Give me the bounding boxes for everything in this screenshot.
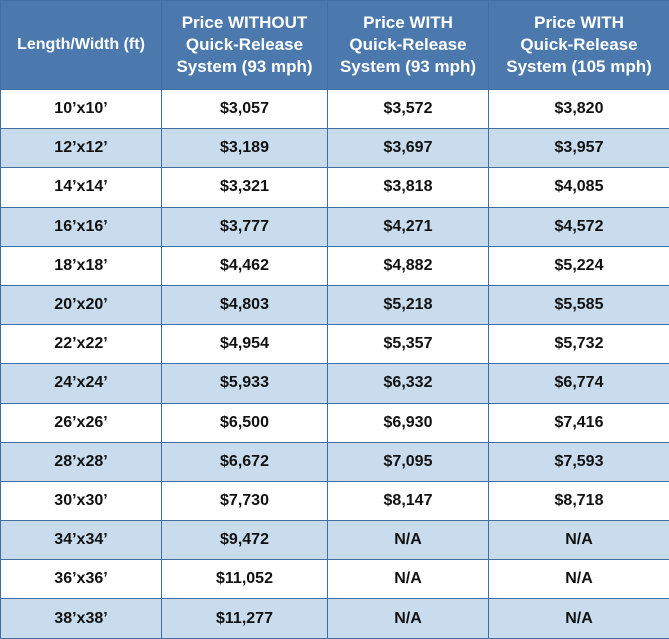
price-with-qr-93-cell: $3,697 <box>328 129 489 168</box>
price-with-qr-105-cell: N/A <box>489 560 669 599</box>
price-without-qr-93-cell: $9,472 <box>162 521 328 560</box>
price-with-qr-105-cell: $5,224 <box>489 246 669 285</box>
header-line: Quick-Release <box>332 34 484 56</box>
price-with-qr-105-cell: $5,585 <box>489 285 669 324</box>
size-cell: 28’x28’ <box>1 442 162 481</box>
size-cell: 16’x16’ <box>1 207 162 246</box>
header-line: Quick-Release <box>166 34 323 56</box>
header-line: Length/Width (ft) <box>5 34 157 56</box>
table-row: 14’x14’$3,321$3,818$4,085 <box>1 168 669 207</box>
header-line: Price WITHOUT <box>166 12 323 34</box>
price-without-qr-93-cell: $5,933 <box>162 364 328 403</box>
price-with-qr-105-cell: $7,416 <box>489 403 669 442</box>
price-without-qr-93-cell: $7,730 <box>162 481 328 520</box>
price-without-qr-93-cell: $6,500 <box>162 403 328 442</box>
price-without-qr-93-cell: $3,189 <box>162 129 328 168</box>
header-length-width: Length/Width (ft) <box>1 1 162 90</box>
table-row: 20’x20’$4,803$5,218$5,585 <box>1 285 669 324</box>
size-cell: 22’x22’ <box>1 325 162 364</box>
price-with-qr-93-cell: N/A <box>328 599 489 638</box>
price-with-qr-93-cell: N/A <box>328 560 489 599</box>
price-without-qr-93-cell: $6,672 <box>162 442 328 481</box>
price-with-qr-105-cell: $6,774 <box>489 364 669 403</box>
size-cell: 18’x18’ <box>1 246 162 285</box>
table-row: 22’x22’$4,954$5,357$5,732 <box>1 325 669 364</box>
price-with-qr-93-cell: $4,271 <box>328 207 489 246</box>
header-line: System (93 mph) <box>166 56 323 78</box>
header-line: System (105 mph) <box>493 56 665 78</box>
price-with-qr-105-cell: N/A <box>489 521 669 560</box>
size-cell: 12’x12’ <box>1 129 162 168</box>
price-without-qr-93-cell: $4,462 <box>162 246 328 285</box>
price-without-qr-93-cell: $3,777 <box>162 207 328 246</box>
size-cell: 24’x24’ <box>1 364 162 403</box>
size-cell: 30’x30’ <box>1 481 162 520</box>
size-cell: 20’x20’ <box>1 285 162 324</box>
header-line: Quick-Release <box>493 34 665 56</box>
table-row: 24’x24’$5,933$6,332$6,774 <box>1 364 669 403</box>
header-line: System (93 mph) <box>332 56 484 78</box>
size-cell: 38’x38’ <box>1 599 162 638</box>
price-with-qr-93-cell: $5,357 <box>328 325 489 364</box>
price-with-qr-93-cell: $7,095 <box>328 442 489 481</box>
table-row: 28’x28’$6,672$7,095$7,593 <box>1 442 669 481</box>
price-with-qr-105-cell: $8,718 <box>489 481 669 520</box>
price-with-qr-93-cell: N/A <box>328 521 489 560</box>
size-cell: 10’x10’ <box>1 90 162 129</box>
price-with-qr-105-cell: $4,572 <box>489 207 669 246</box>
price-without-qr-93-cell: $3,321 <box>162 168 328 207</box>
table-row: 18’x18’$4,462$4,882$5,224 <box>1 246 669 285</box>
price-without-qr-93-cell: $4,803 <box>162 285 328 324</box>
size-cell: 14’x14’ <box>1 168 162 207</box>
price-with-qr-105-cell: $5,732 <box>489 325 669 364</box>
table-row: 16’x16’$3,777$4,271$4,572 <box>1 207 669 246</box>
price-with-qr-105-cell: $3,957 <box>489 129 669 168</box>
size-cell: 36’x36’ <box>1 560 162 599</box>
size-cell: 26’x26’ <box>1 403 162 442</box>
table-row: 30’x30’$7,730$8,147$8,718 <box>1 481 669 520</box>
size-cell: 34’x34’ <box>1 521 162 560</box>
price-without-qr-93-cell: $11,277 <box>162 599 328 638</box>
header-line: Price WITH <box>332 12 484 34</box>
table-row: 26’x26’$6,500$6,930$7,416 <box>1 403 669 442</box>
price-without-qr-93-cell: $3,057 <box>162 90 328 129</box>
price-with-qr-93-cell: $4,882 <box>328 246 489 285</box>
table-row: 10’x10’$3,057$3,572$3,820 <box>1 90 669 129</box>
price-with-qr-93-cell: $3,818 <box>328 168 489 207</box>
price-with-qr-93-cell: $6,332 <box>328 364 489 403</box>
price-with-qr-93-cell: $6,930 <box>328 403 489 442</box>
price-with-qr-105-cell: $4,085 <box>489 168 669 207</box>
table-row: 12’x12’$3,189$3,697$3,957 <box>1 129 669 168</box>
header-line: Price WITH <box>493 12 665 34</box>
price-with-qr-105-cell: $3,820 <box>489 90 669 129</box>
price-with-qr-93-cell: $3,572 <box>328 90 489 129</box>
price-without-qr-93-cell: $4,954 <box>162 325 328 364</box>
price-with-qr-105-cell: $7,593 <box>489 442 669 481</box>
price-with-qr-93-cell: $5,218 <box>328 285 489 324</box>
price-without-qr-93-cell: $11,052 <box>162 560 328 599</box>
price-with-qr-105-cell: N/A <box>489 599 669 638</box>
price-with-qr-93-cell: $8,147 <box>328 481 489 520</box>
